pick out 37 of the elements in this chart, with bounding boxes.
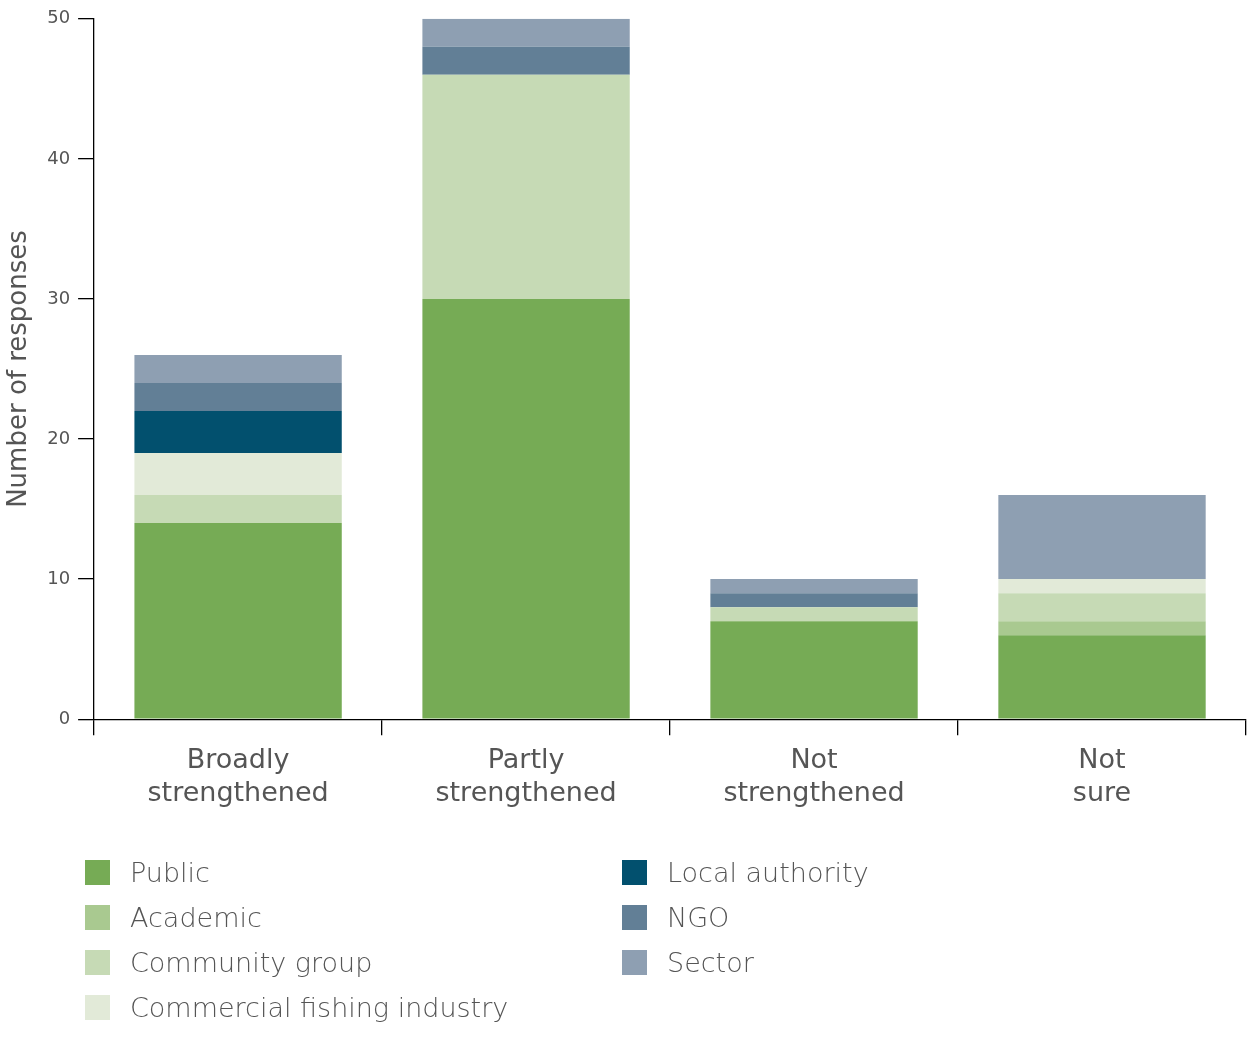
bar [710, 579, 918, 594]
bar [134, 495, 342, 524]
bar [422, 46, 630, 75]
legend-label: Community group [130, 947, 373, 978]
bar [998, 635, 1206, 719]
bar [422, 18, 630, 47]
bar [998, 621, 1206, 636]
bar [134, 523, 342, 719]
bar [134, 383, 342, 412]
bar [134, 354, 342, 384]
y-tick-label: 20 [47, 426, 71, 448]
y-tick-label: 0 [58, 706, 71, 728]
bar [134, 411, 342, 454]
legend-label: Academic [130, 902, 262, 933]
bar [998, 495, 1206, 580]
legend-label: Commercial fishing industry [130, 992, 509, 1023]
x-tick-label: Not sure [1072, 743, 1132, 807]
bar [998, 593, 1206, 622]
bar [998, 579, 1206, 594]
bar [710, 621, 918, 719]
bar [710, 593, 918, 608]
legend-label: Local authority [667, 857, 869, 888]
y-tick-label: 50 [47, 6, 71, 28]
legend-label: NGO [667, 902, 730, 933]
y-tick-label: 40 [47, 146, 71, 168]
y-axis-title: Number of responses [2, 230, 33, 508]
bar [422, 298, 630, 719]
bar [134, 453, 342, 496]
y-tick-label: 30 [47, 286, 71, 308]
legend-label: Sector [667, 947, 754, 978]
y-tick-label: 10 [47, 566, 71, 588]
x-tick-label: Broadly strengthened [147, 743, 329, 807]
bar [710, 607, 918, 622]
x-tick-label: Partly strengthened [435, 743, 617, 807]
legend-label: Public [130, 857, 210, 888]
bar [422, 74, 630, 299]
x-tick-label: Not strengthened [723, 743, 905, 807]
